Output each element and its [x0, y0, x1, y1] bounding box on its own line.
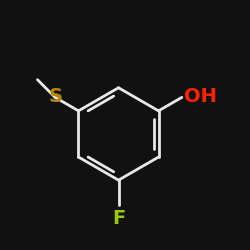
Text: F: F: [112, 209, 125, 228]
Text: OH: OH: [184, 87, 217, 106]
Text: S: S: [49, 87, 63, 106]
